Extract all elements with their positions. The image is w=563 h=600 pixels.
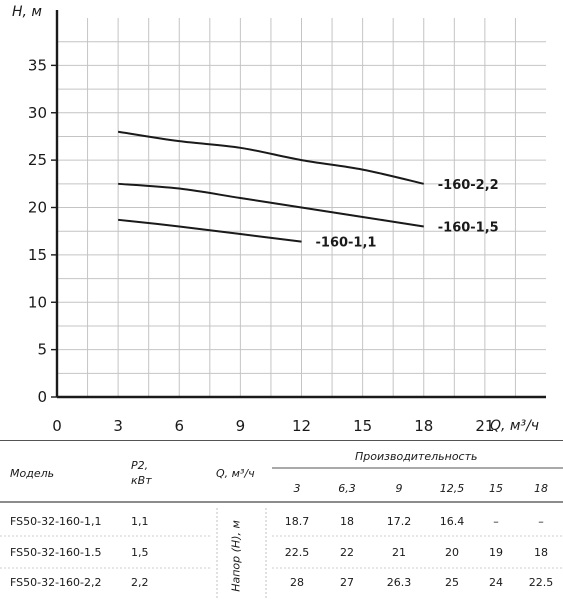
x-tick-label: 21 [475,417,494,435]
series-label: -160-2,2 [438,178,499,193]
series-label: -160-1,1 [316,236,377,251]
power-header-line2: кВт [131,474,152,487]
table-cell: – [538,515,544,528]
performance-table: Модель P2, кВт Q, м³/ч Производительност… [0,440,563,600]
flow-column-header: 3 [293,482,301,495]
table-cell: – [493,515,499,528]
q-header: Q, м³/ч [216,467,255,480]
y-tick-label: 30 [28,104,47,122]
series-line [118,218,302,243]
table-cell: 17.2 [386,515,412,528]
y-tick-label: 0 [37,388,47,406]
table-cell: 28 [290,576,304,589]
y-axis-label: H, м [12,4,42,20]
table-row-model: FS50-32-160-2,2 [10,576,102,589]
series-line [117,130,424,185]
chart-axes [55,10,546,399]
y-tick-label: 15 [28,246,47,264]
flow-column-header: 15 [489,482,503,495]
flow-column-header: 18 [534,482,548,495]
x-tick-label: 0 [52,417,62,435]
x-tick-label: 18 [414,417,433,435]
performance-header: Производительность [355,450,478,463]
x-axis-label: Q, м³/ч [490,418,539,434]
chart-tick-labels: 0 3 6 9 12 15 18 21 0 5 10 15 20 25 30 35 [28,56,495,435]
table-cell: 27 [340,576,354,589]
power-header-line1: P2, [131,459,149,472]
flow-column-header: 9 [395,482,403,495]
y-tick-label: 25 [28,151,47,169]
x-tick-label: 9 [236,417,246,435]
chart-series: -160-2,2 -160-1,5 -160-1,1 [117,130,499,251]
table-cell: 18 [340,515,354,528]
table-row-model: FS50-32-160-1.5 [10,546,102,559]
table-cell: 19 [489,546,503,559]
series-line [118,182,424,228]
series-label: -160-1,5 [438,220,499,235]
head-axis-label: Напор (H), м [229,520,243,592]
y-tick-label: 20 [28,199,47,217]
table-lines [0,440,563,600]
table-row-model: FS50-32-160-1,1 [10,515,102,528]
x-tick-label: 3 [113,417,123,435]
table-cell: 22.5 [528,576,554,589]
table-cell: 25 [445,576,459,589]
y-tick-label: 35 [28,56,47,74]
model-header: Модель [10,467,55,480]
table-cell: 20 [445,546,459,559]
table-row-power: 1,1 [131,515,149,528]
table-cell: 24 [489,576,503,589]
table-cell: 22 [340,546,354,559]
y-tick-label: 10 [28,293,47,311]
table-row-power: 2,2 [131,576,149,589]
x-tick-label: 15 [353,417,372,435]
y-tick-label: 5 [37,341,47,359]
table-cell: 21 [392,546,406,559]
x-tick-label: 6 [174,417,184,435]
flow-column-header: 12,5 [439,482,465,495]
x-tick-label: 12 [292,417,311,435]
table-cell: 22.5 [284,546,310,559]
flow-column-header: 6,3 [338,482,356,495]
table-cell: 16.4 [439,515,465,528]
table-row-power: 1,5 [131,546,149,559]
table-cell: 18 [534,546,548,559]
table-cell: 26.3 [386,576,412,589]
table-cell: 18.7 [284,515,310,528]
